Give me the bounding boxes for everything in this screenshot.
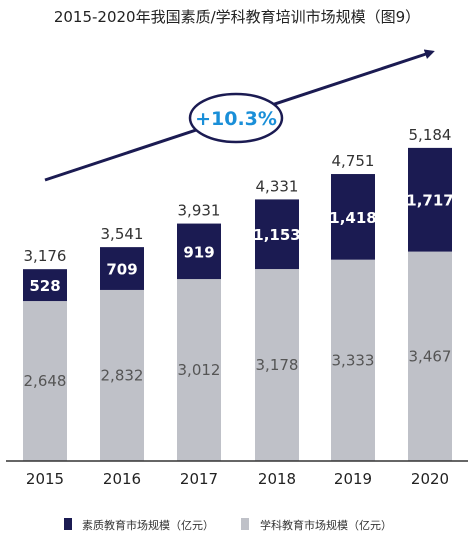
x-tick-2015: 2015 — [26, 470, 64, 488]
bar-subject-2020 — [408, 251, 452, 461]
label-subject-2017: 3,012 — [178, 361, 221, 379]
cagr-bubble — [188, 92, 284, 144]
label-subject-2016: 2,832 — [101, 366, 144, 384]
legend-swatch-quality — [64, 518, 72, 530]
label-subject-2018: 3,178 — [256, 356, 299, 374]
label-total-2020: 5,184 — [409, 126, 452, 144]
x-tick-2019: 2019 — [334, 470, 372, 488]
bar-subject-2015 — [23, 301, 67, 461]
label-quality-2016: 709 — [106, 261, 137, 279]
bar-quality-2015 — [23, 269, 67, 302]
bar-quality-2017 — [177, 223, 221, 280]
x-ticks: 2015 2016 2017 2018 2019 2020 — [26, 470, 449, 488]
data-labels: 2,648 528 3,176 2,832 709 3,541 3,012 919 3,931 3… — [24, 126, 454, 390]
label-quality-2020: 1,717 — [406, 192, 453, 210]
label-total-2015: 3,176 — [24, 247, 67, 265]
label-total-2018: 4,331 — [256, 177, 299, 195]
bar-subject-2017 — [177, 279, 221, 461]
cagr-label: +10.3% — [195, 108, 277, 130]
bar-quality-2020 — [408, 147, 452, 252]
label-total-2019: 4,751 — [332, 152, 375, 170]
bar-quality-2016 — [100, 247, 144, 290]
x-tick-2018: 2018 — [258, 470, 296, 488]
x-tick-2016: 2016 — [103, 470, 141, 488]
x-tick-2020: 2020 — [411, 470, 449, 488]
bar-subject-2018 — [255, 269, 299, 461]
bars — [23, 147, 452, 461]
chart-title: 2015-2020年我国素质/学科教育培训市场规模（图9） — [54, 8, 420, 26]
label-subject-2015: 2,648 — [24, 372, 67, 390]
legend: 素质教育市场规模（亿元） 学科教育市场规模（亿元） — [64, 518, 392, 532]
bar-quality-2018 — [255, 199, 299, 270]
x-tick-2017: 2017 — [180, 470, 218, 488]
bar-quality-2019 — [331, 174, 375, 260]
bar-subject-2019 — [331, 259, 375, 461]
bar-subject-2016 — [100, 289, 144, 461]
label-subject-2019: 3,333 — [332, 351, 375, 369]
label-quality-2018: 1,153 — [253, 226, 300, 244]
legend-label-quality: 素质教育市场规模（亿元） — [82, 518, 214, 532]
legend-swatch-subject — [241, 518, 249, 530]
label-quality-2019: 1,418 — [329, 209, 376, 227]
legend-label-subject: 学科教育市场规模（亿元） — [260, 518, 392, 532]
label-subject-2020: 3,467 — [409, 347, 452, 365]
label-total-2016: 3,541 — [101, 225, 144, 243]
label-total-2017: 3,931 — [178, 202, 221, 220]
label-quality-2017: 919 — [183, 243, 214, 261]
label-quality-2015: 528 — [29, 277, 60, 295]
